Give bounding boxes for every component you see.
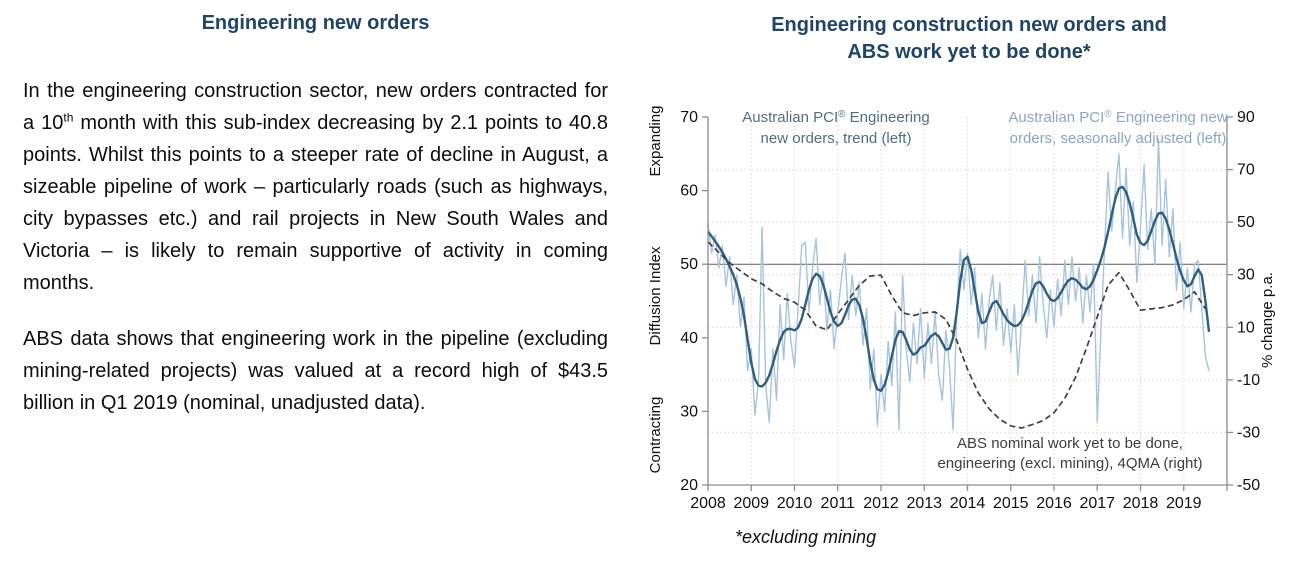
- x-axis-tick-label: 2017: [1079, 495, 1115, 512]
- legend-seasonally-adjusted-line1: Australian PCI®​ Engineering new: [1008, 109, 1227, 126]
- paragraph-text-run: month with this sub-index decreasing by …: [23, 112, 608, 294]
- right-axis-tick-label: 50: [1237, 214, 1255, 231]
- abs-annotation-line1: ABS nominal work yet to be done,: [957, 435, 1183, 452]
- abs-work-yet-to-be-done-line: [707, 241, 1207, 429]
- pci-trend-line: [707, 185, 1211, 392]
- abs-annotation-line2: engineering (excl. mining), 4QMA (right): [937, 455, 1202, 472]
- x-axis-tick-label: 2012: [863, 495, 899, 512]
- right-axis-caption: % change p.a.: [1259, 272, 1276, 368]
- left-axis-tick-label: 20: [680, 477, 698, 494]
- pci-engineering-chart: 70 60 50 40 30 20 90 70 50 30 10 -10 -30 -50 2008 2009 2…: [647, 106, 1276, 547]
- left-axis-tick-label: 60: [680, 183, 698, 200]
- x-axis-tick-label: 2009: [733, 495, 769, 512]
- x-axis-tick-label: 2013: [906, 495, 942, 512]
- legend-seasonally-adjusted-line2: orders, seasonally adjusted (left): [1010, 130, 1227, 147]
- x-axis-tick-label: 2010: [777, 495, 813, 512]
- x-axis-tick-label: 2008: [690, 495, 726, 512]
- x-axis-tick-label: 2018: [1123, 495, 1159, 512]
- left-axis-tick-label: 50: [680, 256, 698, 273]
- left-axis-caption-diffusion-index: Diffusion Index: [647, 246, 664, 345]
- right-axis-tick-label: 90: [1237, 109, 1255, 126]
- left-axis-tick-label: 70: [680, 109, 698, 126]
- ordinal-superscript: th: [63, 110, 74, 125]
- right-axis-tick-label: 70: [1237, 162, 1255, 179]
- left-column: Engineering new orders In the engineerin…: [23, 12, 608, 443]
- chart-column: Engineering construction new orders and …: [640, 0, 1298, 567]
- chart-footnote: *excluding mining: [735, 527, 876, 547]
- right-axis-tick-label: -10: [1237, 372, 1260, 389]
- x-axis-tick-label: 2014: [950, 495, 986, 512]
- right-axis-tick-label: 10: [1237, 319, 1255, 336]
- x-axis-tick-label: 2011: [821, 495, 856, 512]
- left-axis-tick-label: 40: [680, 330, 698, 347]
- x-axis-tick-label: 2016: [1036, 495, 1072, 512]
- right-axis-tick-label: -50: [1237, 477, 1260, 494]
- left-axis-tick-label: 30: [680, 403, 698, 420]
- x-axis-tick-label: 2019: [1166, 495, 1202, 512]
- chart-title: Engineering construction new orders and …: [640, 12, 1298, 66]
- x-axis-tick-label: 2015: [993, 495, 1029, 512]
- left-section-title: Engineering new orders: [201, 12, 430, 34]
- paragraph-new-orders: In the engineering construction sector, …: [23, 75, 608, 299]
- right-axis-tick-label: 30: [1237, 267, 1255, 284]
- left-axis-caption-contracting: Contracting: [647, 397, 664, 474]
- left-axis-caption-expanding: Expanding: [647, 106, 664, 177]
- paragraph-text-run: In the engineering construction sector, …: [23, 80, 608, 134]
- chart-title-line2: ABS work yet to be done*: [847, 41, 1091, 63]
- legend-trend-line2: new orders, trend (left): [761, 130, 912, 147]
- legend-trend-line1: Australian PCI®​ Engineering: [742, 109, 929, 126]
- pci-seasonally-adjusted-line: [707, 138, 1210, 431]
- chart-title-line1: Engineering construction new orders and: [771, 14, 1167, 36]
- right-axis-tick-label: -30: [1237, 424, 1260, 441]
- paragraph-abs-data: ABS data shows that engineering work in …: [23, 328, 608, 414]
